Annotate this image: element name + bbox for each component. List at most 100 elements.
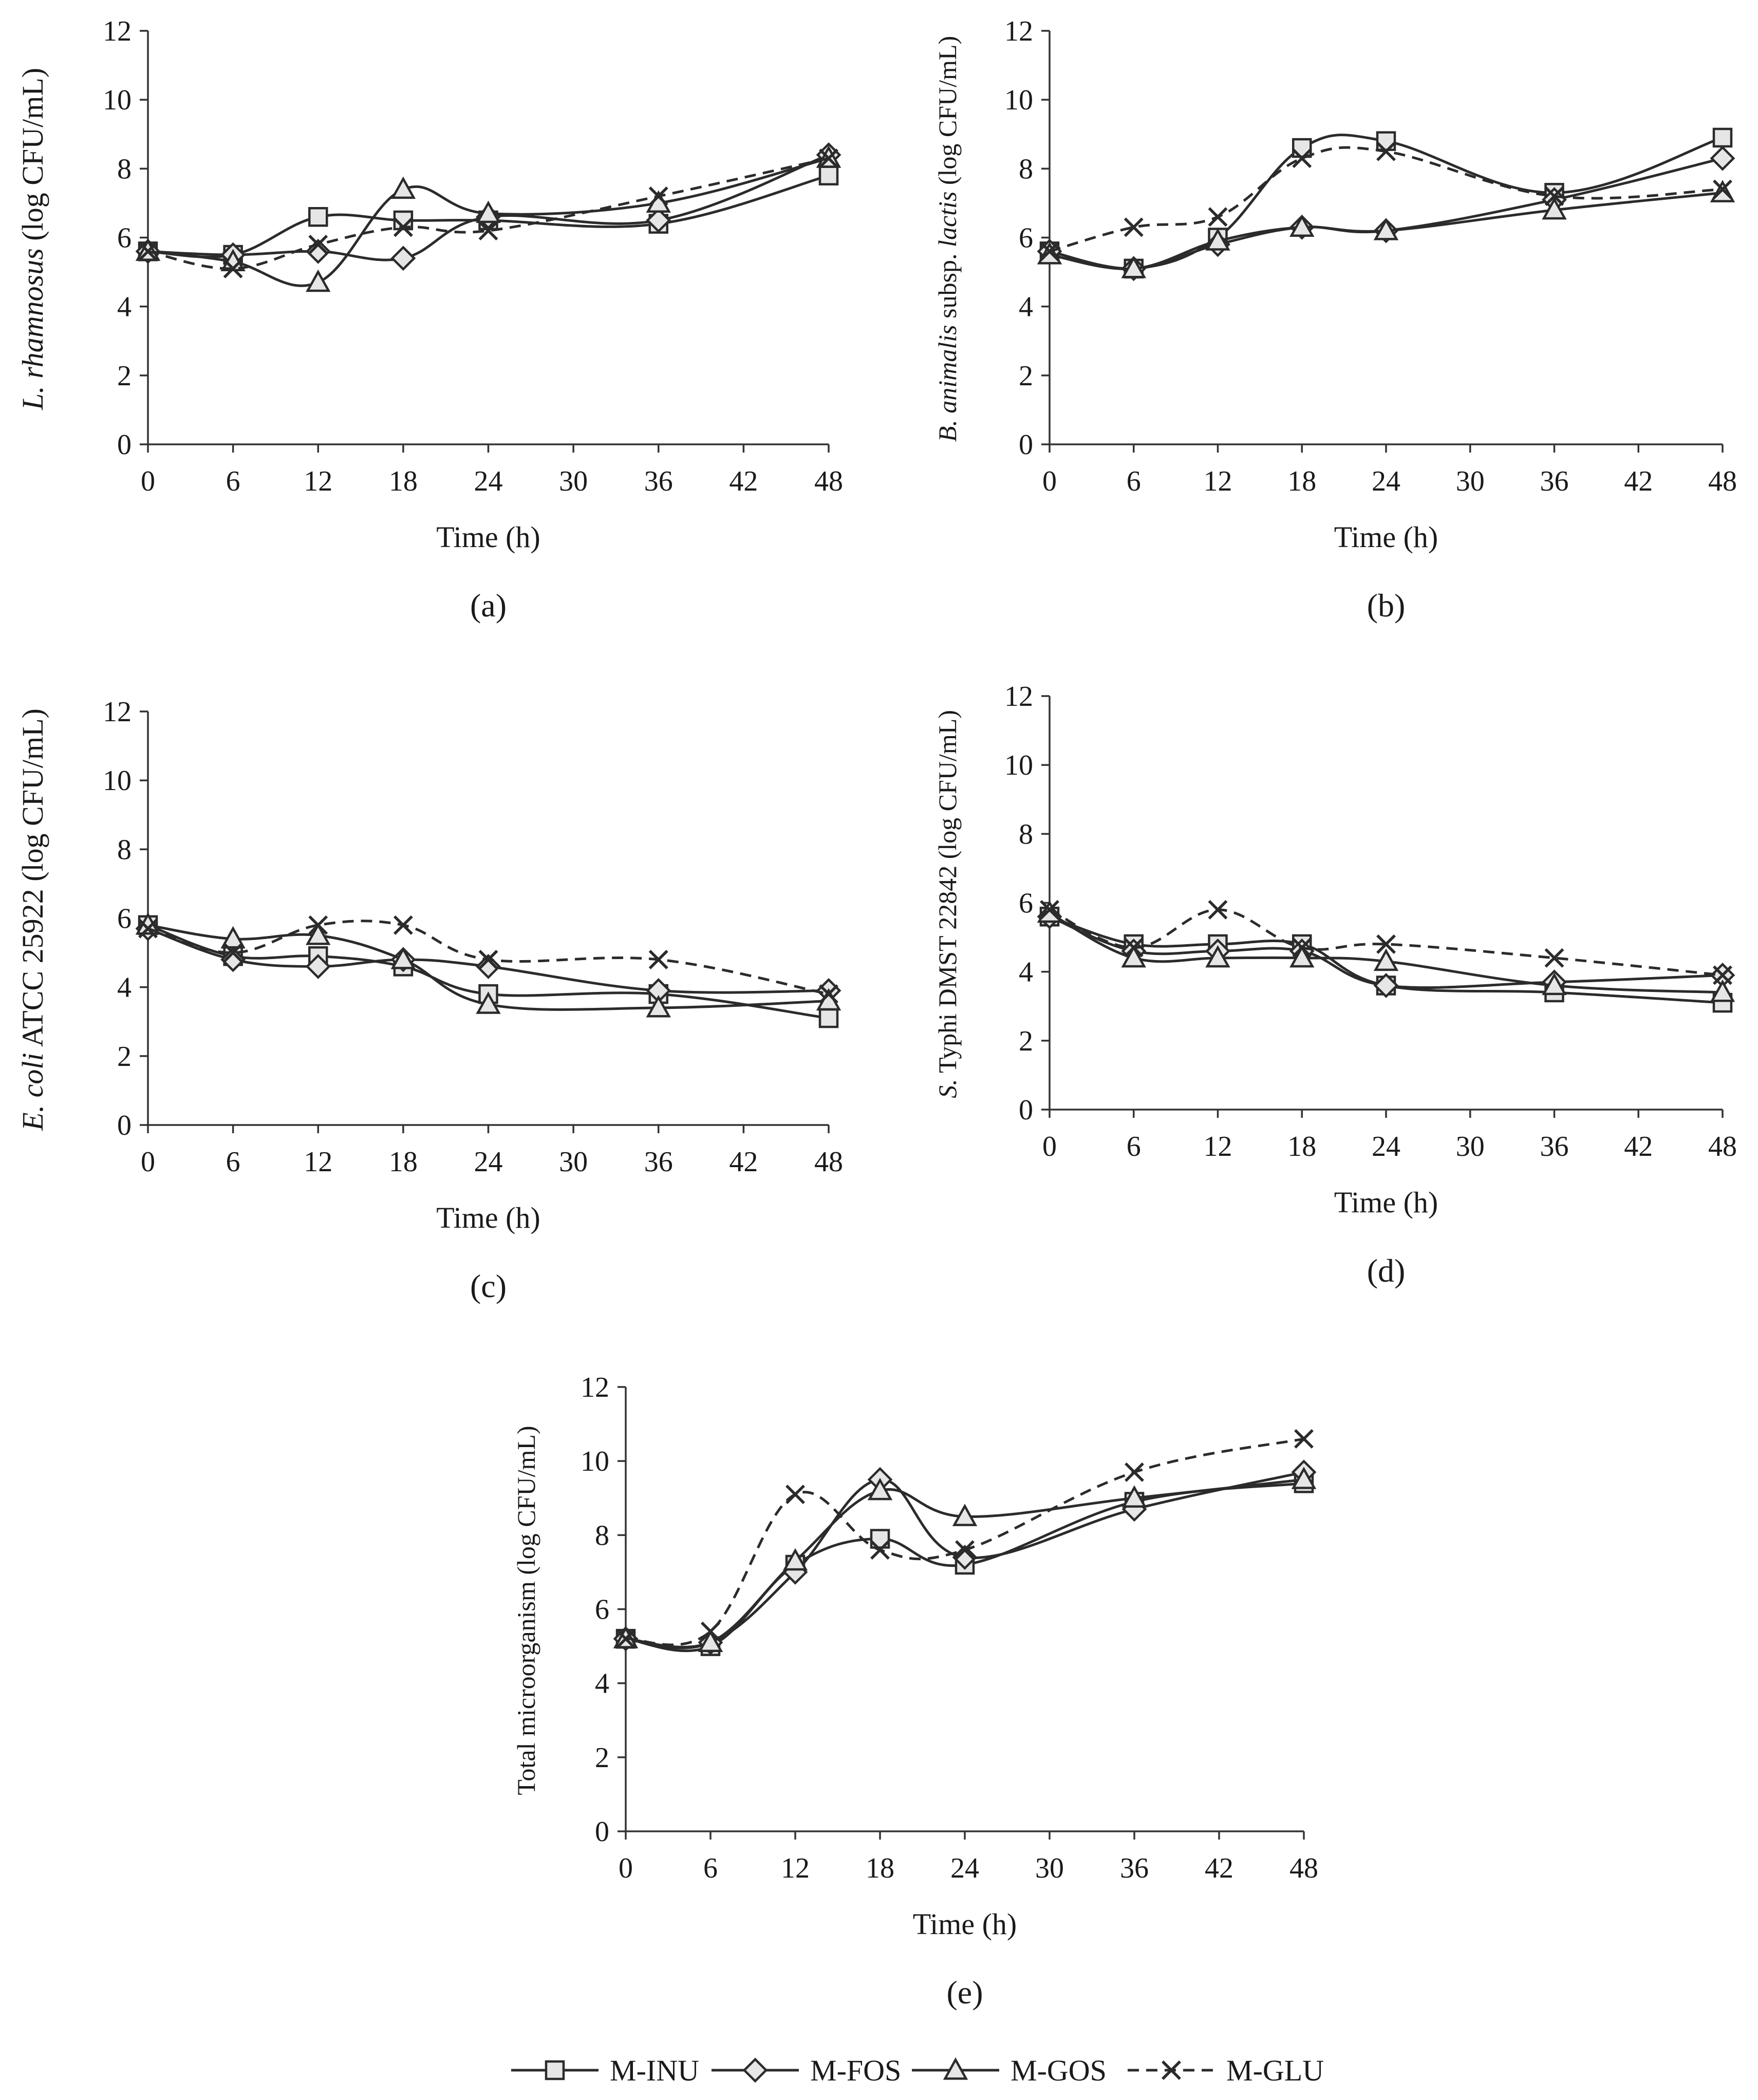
y-axis-title-part: B. animalis	[933, 325, 962, 442]
data-point-gos	[698, 1629, 723, 1652]
cross-stroke	[648, 186, 668, 206]
x-tick-label: 18	[1287, 1131, 1316, 1163]
x-tick-label: 48	[1289, 1852, 1318, 1884]
x-tick-label: 42	[1205, 1852, 1233, 1884]
y-axis-title: B. animalis subsp. lactis (log CFU/mL)	[933, 36, 962, 442]
cross-stroke	[616, 1629, 635, 1649]
data-point-gos	[1373, 948, 1399, 971]
series-line-fos	[1049, 157, 1723, 270]
data-point-glu	[1294, 1429, 1314, 1449]
data-point-gos	[1121, 1485, 1147, 1508]
series-glu	[616, 1429, 1314, 1649]
series-line-gos	[147, 924, 829, 1011]
data-point-glu	[616, 1629, 635, 1649]
y-tick-label: 12	[103, 696, 132, 728]
y-tick-label: 8	[117, 834, 132, 866]
x-tick-label: 30	[1456, 465, 1485, 497]
y-tick-label: 6	[117, 222, 132, 254]
x-tick-label: 36	[644, 1146, 673, 1178]
cross-stroke	[1713, 965, 1732, 985]
x-tick-label: 12	[304, 1146, 332, 1178]
legend-item-fos: M-FOS	[712, 2054, 901, 2087]
x-axis-title: Time (h)	[436, 520, 540, 554]
cross-stroke	[1162, 2060, 1181, 2080]
x-tick-label: 0	[141, 465, 155, 497]
y-axis-title-part: S.	[933, 1079, 962, 1098]
data-point-glu	[1544, 948, 1564, 968]
y-tick-label: 12	[1004, 681, 1033, 713]
data-point-glu	[1124, 938, 1144, 958]
y-tick-label: 2	[1019, 1025, 1033, 1057]
y-tick-label: 8	[1019, 153, 1033, 185]
data-point-gos	[1373, 218, 1399, 240]
data-point-glu	[138, 241, 158, 261]
x-tick-label: 42	[729, 465, 758, 497]
legend-label: M-FOS	[810, 2054, 901, 2087]
y-tick-label: 0	[595, 1816, 609, 1848]
y-tick-label: 4	[117, 972, 132, 1004]
y-tick-label: 4	[1019, 291, 1033, 323]
y-tick-label: 12	[581, 1372, 609, 1403]
y-tick-label: 6	[1019, 222, 1033, 254]
cross-stroke	[1040, 241, 1059, 261]
y-tick-label: 4	[1019, 957, 1033, 988]
cross-stroke	[138, 918, 158, 939]
data-point-glu	[1208, 899, 1228, 920]
cross-stroke	[393, 217, 413, 237]
legend-item-inu: M-INU	[511, 2054, 699, 2087]
x-tick-label: 6	[226, 465, 240, 497]
cross-stroke	[1544, 186, 1564, 206]
data-point-glu	[819, 148, 838, 168]
x-axis-title: Time (h)	[436, 1201, 540, 1234]
cross-stroke	[870, 1540, 890, 1560]
data-point-glu	[701, 1621, 720, 1641]
data-point-gos	[1542, 197, 1567, 220]
data-point-gos	[1289, 214, 1315, 237]
data-point-glu	[138, 918, 158, 939]
data-point-glu	[1376, 934, 1396, 954]
legend-item-glu: M-GLU	[1128, 2054, 1324, 2087]
series-glu	[1040, 899, 1732, 985]
x-tick-label: 42	[1624, 1131, 1653, 1163]
cross-stroke	[1124, 938, 1144, 958]
data-point-glu	[1124, 217, 1144, 237]
data-point-glu	[648, 186, 668, 206]
legend-marker-diamond	[742, 2057, 768, 2083]
data-point-gos	[1205, 945, 1230, 968]
y-axis-title-part: (log CFU/mL)	[16, 68, 49, 248]
y-tick-label: 8	[1019, 818, 1033, 850]
x-tick-label: 18	[389, 465, 418, 497]
x-tick-label: 30	[1035, 1852, 1064, 1884]
legend-marker-cross	[1162, 2060, 1181, 2080]
data-point-gos	[306, 269, 331, 292]
data-point-gos	[782, 1548, 808, 1571]
cross-stroke	[648, 950, 668, 969]
legend-marker-triangle	[943, 2057, 968, 2080]
x-tick-label: 42	[1624, 465, 1653, 497]
cross-stroke	[786, 1485, 805, 1504]
y-tick-label: 0	[1019, 1094, 1033, 1126]
y-tick-label: 6	[595, 1594, 609, 1626]
series-gos	[1037, 180, 1735, 278]
data-point-gos	[867, 1477, 893, 1501]
data-point-glu	[478, 950, 498, 969]
y-axis-title-part: lactis	[933, 192, 962, 247]
y-tick-label: 6	[1019, 888, 1033, 920]
data-point-glu	[1544, 186, 1564, 206]
y-tick-label: 10	[1004, 84, 1033, 116]
y-axis-title: E. coli ATCC 25922 (log CFU/mL)	[16, 708, 49, 1131]
cross-stroke	[1208, 899, 1228, 920]
x-tick-label: 42	[729, 1146, 758, 1178]
data-point-glu	[870, 1540, 890, 1560]
series-glu	[138, 148, 838, 278]
data-point-glu	[1040, 899, 1059, 920]
x-tick-label: 6	[1127, 1131, 1141, 1163]
data-point-glu	[819, 984, 838, 1004]
legend-item-gos: M-GOS	[912, 2054, 1107, 2087]
y-axis-title: L. rhamnosus (log CFU/mL)	[16, 68, 49, 410]
data-point-glu	[478, 221, 498, 241]
